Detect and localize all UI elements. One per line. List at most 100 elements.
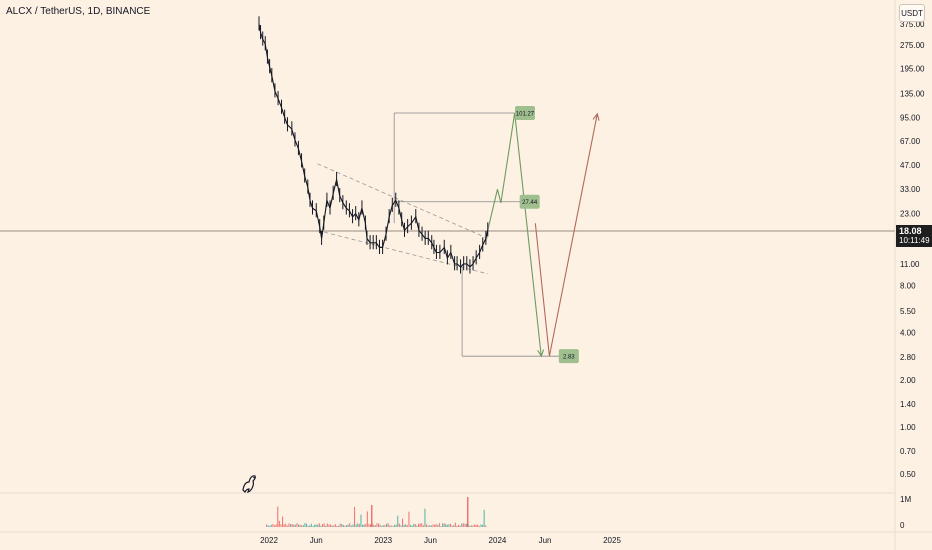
volume-bar bbox=[291, 524, 293, 527]
price-tick-label: 47.00 bbox=[900, 161, 921, 170]
price-tick-label: 1.00 bbox=[900, 423, 916, 432]
price-tick-label: 67.00 bbox=[900, 137, 921, 146]
volume-bar bbox=[472, 525, 474, 527]
volume-bar bbox=[304, 523, 306, 527]
volume-bar bbox=[270, 524, 272, 527]
bar-countdown: 10:11:49 bbox=[899, 236, 930, 245]
volume-bar bbox=[326, 523, 328, 527]
tradingview-logo-icon[interactable] bbox=[240, 472, 258, 494]
volume-bar bbox=[301, 525, 303, 527]
price-tick-label: 275.00 bbox=[900, 41, 925, 50]
target-label-box bbox=[519, 194, 540, 209]
volume-bar bbox=[416, 525, 418, 527]
volume-bar bbox=[355, 524, 357, 527]
volume-bar bbox=[282, 516, 284, 527]
target-label-box bbox=[514, 105, 535, 120]
symbol-title[interactable]: ALCX / TetherUS, 1D, BINANCE bbox=[6, 6, 151, 17]
volume-bar bbox=[438, 523, 440, 527]
target-label-text: 101.27 bbox=[516, 111, 535, 117]
volume-series bbox=[266, 497, 487, 527]
volume-bar bbox=[320, 525, 322, 527]
time-tick-label: Jun bbox=[424, 536, 437, 545]
volume-bar bbox=[482, 524, 484, 527]
volume-bar bbox=[296, 523, 298, 527]
volume-bar bbox=[469, 525, 471, 527]
current-price-tag: 18.08 10:11:49 bbox=[896, 225, 932, 247]
volume-bar bbox=[467, 497, 469, 527]
volume-bar bbox=[411, 525, 413, 527]
price-tick-label: 5.50 bbox=[900, 307, 916, 316]
time-tick-label: 2024 bbox=[489, 536, 507, 545]
volume-bar bbox=[477, 524, 479, 527]
volume-bar bbox=[330, 524, 332, 527]
volume-bar bbox=[402, 518, 404, 527]
volume-bar bbox=[426, 524, 428, 527]
time-tick-label: 2022 bbox=[260, 536, 278, 545]
volume-bar bbox=[424, 508, 426, 527]
volume-bar bbox=[333, 525, 335, 527]
volume-bar bbox=[382, 525, 384, 527]
volume-bar bbox=[373, 524, 375, 527]
volume-bar bbox=[440, 525, 442, 527]
volume-bar bbox=[442, 523, 444, 527]
time-axis[interactable]: 2022 Jun 2023 Jun 2024 Jun 2025 bbox=[260, 536, 621, 545]
volume-bar bbox=[485, 525, 487, 527]
volume-bar bbox=[269, 525, 271, 527]
volume-bar bbox=[475, 524, 477, 527]
price-tick-label: 2.80 bbox=[900, 353, 916, 362]
volume-bar bbox=[286, 525, 288, 527]
volume-bar bbox=[470, 525, 472, 527]
volume-bar bbox=[413, 523, 415, 527]
volume-bar bbox=[466, 523, 468, 527]
volume-bar bbox=[280, 524, 282, 527]
volume-bar bbox=[376, 523, 378, 527]
price-tick-label: 33.00 bbox=[900, 185, 921, 194]
volume-bar bbox=[430, 525, 432, 527]
price-tick-label: 135.00 bbox=[900, 89, 925, 98]
volume-bar bbox=[405, 524, 407, 527]
target-label-box bbox=[558, 349, 579, 364]
projection-bullish-path-arrowhead bbox=[537, 349, 545, 358]
volume-bar bbox=[357, 523, 359, 527]
volume-bar bbox=[334, 524, 336, 527]
volume-bar bbox=[422, 525, 424, 527]
volume-bar bbox=[274, 525, 276, 527]
volume-bar bbox=[325, 525, 327, 527]
volume-bar bbox=[360, 514, 362, 527]
volume-bar bbox=[451, 525, 453, 527]
volume-bar bbox=[458, 525, 460, 527]
volume-bar bbox=[408, 511, 410, 527]
volume-bar bbox=[459, 525, 461, 527]
price-tick-label: 95.00 bbox=[900, 113, 921, 122]
volume-bar bbox=[392, 525, 394, 527]
volume-tick-label: 0 bbox=[900, 521, 905, 530]
volume-bar bbox=[349, 523, 351, 527]
price-tick-label: 4.00 bbox=[900, 329, 916, 338]
price-series bbox=[258, 16, 489, 274]
currency-button[interactable]: USDT bbox=[899, 4, 925, 22]
price-axis[interactable]: 375.00 275.00 195.00 135.00 95.00 67.00 47.00 3… bbox=[900, 20, 925, 479]
time-tick-label: 2025 bbox=[603, 536, 621, 545]
volume-bar bbox=[352, 524, 354, 527]
volume-bar bbox=[379, 524, 381, 527]
price-tick-label: 23.00 bbox=[900, 210, 921, 219]
volume-bar bbox=[368, 523, 370, 527]
volume-bar bbox=[435, 524, 437, 527]
volume-bar bbox=[400, 525, 402, 527]
volume-bar bbox=[317, 524, 319, 527]
volume-bar bbox=[398, 523, 400, 527]
volume-bar bbox=[350, 525, 352, 527]
price-tick-label: 0.70 bbox=[900, 447, 916, 456]
volume-bar bbox=[312, 525, 314, 527]
volume-tick-label: 1M bbox=[900, 495, 911, 504]
volume-bar bbox=[421, 523, 423, 527]
volume-bar bbox=[358, 524, 360, 527]
volume-bar bbox=[309, 525, 311, 527]
volume-bar bbox=[474, 524, 476, 527]
projection-bearish-path-arrowhead bbox=[592, 112, 600, 121]
volume-bar bbox=[294, 524, 296, 527]
volume-bar bbox=[299, 524, 301, 527]
volume-bar bbox=[346, 525, 348, 527]
volume-bar bbox=[322, 524, 324, 527]
